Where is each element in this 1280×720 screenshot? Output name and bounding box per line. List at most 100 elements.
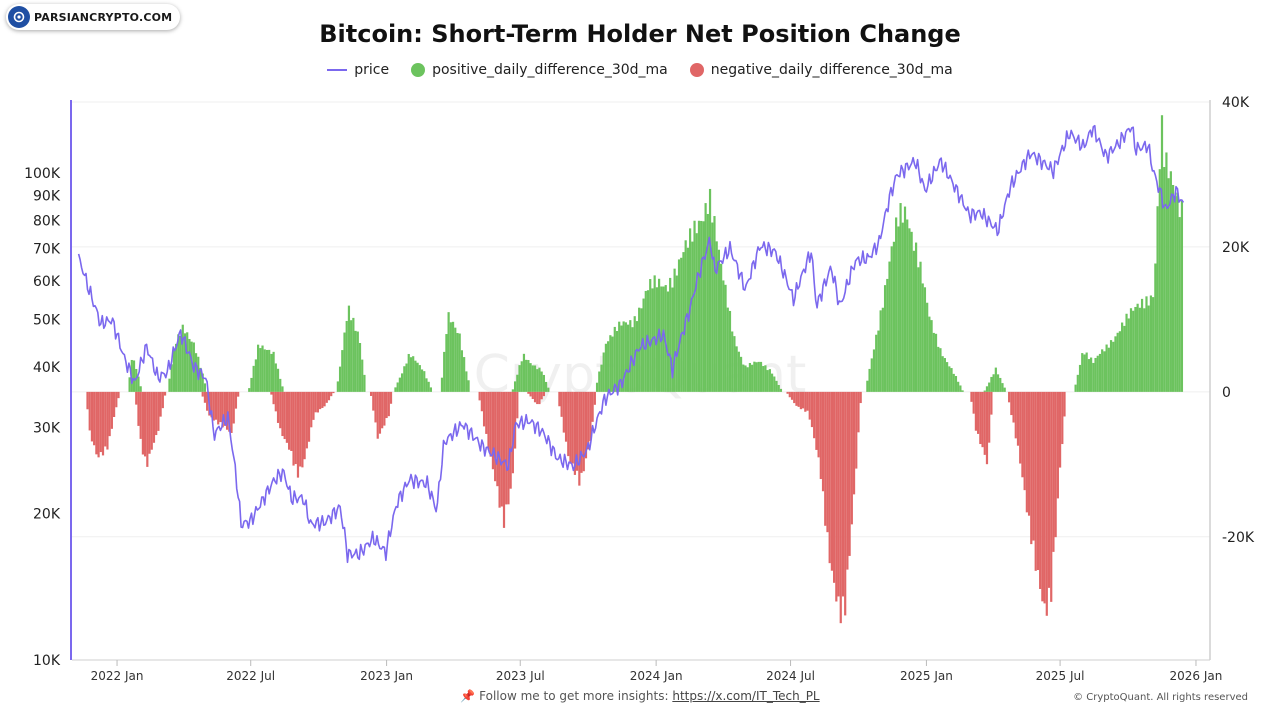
negative-bar xyxy=(850,391,853,525)
negative-bar xyxy=(223,391,226,426)
negative-bar xyxy=(793,391,796,404)
negative-bar xyxy=(482,391,486,427)
positive-bar xyxy=(908,228,911,392)
positive-bar xyxy=(649,279,652,392)
positive-bar xyxy=(870,358,873,392)
positive-bar xyxy=(1132,310,1135,392)
positive-bar xyxy=(1143,308,1146,392)
positive-bar xyxy=(618,321,621,392)
legend-item-price[interactable]: price xyxy=(327,62,389,78)
positive-bar xyxy=(172,349,176,392)
positive-bar xyxy=(903,206,907,392)
negative-bar xyxy=(480,391,483,412)
negative-bar xyxy=(516,391,519,419)
negative-bar xyxy=(285,391,288,443)
positive-bar xyxy=(770,373,774,392)
positive-bar xyxy=(1094,357,1097,392)
negative-bar xyxy=(848,391,851,556)
negative-bar xyxy=(985,391,989,465)
negative-bar xyxy=(321,391,324,408)
legend-label-negative: negative_daily_difference_30d_ma xyxy=(710,62,953,78)
positive-bar xyxy=(520,361,523,392)
negative-bar xyxy=(1041,391,1044,602)
positive-bar xyxy=(917,267,920,392)
negative-bar xyxy=(290,391,293,451)
positive-bar xyxy=(777,384,780,392)
x-tick-label: 2024 Jul xyxy=(766,669,815,683)
negative-bar xyxy=(88,391,91,431)
negative-bar xyxy=(332,391,335,394)
positive-bar xyxy=(354,330,357,392)
negative-bar xyxy=(491,391,495,470)
negative-bar xyxy=(330,391,333,397)
negative-bar xyxy=(146,391,149,467)
y-left-tick-label: 90K xyxy=(33,188,61,204)
negative-bar xyxy=(974,391,978,431)
negative-bar xyxy=(296,391,300,478)
positive-bar xyxy=(919,261,922,392)
positive-bar xyxy=(1152,297,1155,392)
positive-bar xyxy=(168,378,171,392)
positive-bar xyxy=(728,310,732,392)
positive-bar xyxy=(128,377,131,392)
positive-bar xyxy=(711,222,714,392)
negative-bar xyxy=(369,391,373,396)
site-logo[interactable]: PARSIANCRYPTO.COM xyxy=(6,4,181,30)
positive-bar xyxy=(1154,263,1157,392)
negative-bar xyxy=(281,391,284,437)
negative-bar xyxy=(1019,391,1022,464)
positive-bar xyxy=(449,322,452,392)
negative-bar xyxy=(571,391,574,464)
legend-item-positive[interactable]: positive_daily_difference_30d_ma xyxy=(411,62,668,78)
positive-bar xyxy=(363,374,366,392)
positive-bar xyxy=(347,305,351,392)
positive-bar xyxy=(1149,295,1153,392)
positive-bar xyxy=(272,351,275,392)
y-left-tick-label: 50K xyxy=(33,313,61,329)
positive-bar xyxy=(139,386,142,392)
positive-bar xyxy=(607,341,610,392)
negative-bar xyxy=(1056,391,1059,499)
y-right-tick-label: -20K xyxy=(1222,530,1255,546)
negative-bar xyxy=(580,391,583,473)
positive-bar xyxy=(1160,115,1164,392)
legend-item-negative[interactable]: negative_daily_difference_30d_ma xyxy=(689,62,953,78)
y-left-tick-label: 30K xyxy=(33,421,61,437)
negative-bar xyxy=(106,391,109,450)
negative-bar xyxy=(855,391,858,469)
positive-bar xyxy=(680,257,683,392)
positive-bar xyxy=(511,389,514,392)
positive-bar xyxy=(429,387,433,392)
negative-bar xyxy=(844,391,847,616)
positive-bar xyxy=(737,351,740,392)
positive-bar xyxy=(1087,359,1090,392)
positive-bar xyxy=(407,353,410,392)
positive-bar xyxy=(764,365,767,392)
negative-bar xyxy=(494,391,497,482)
positive-bar xyxy=(440,377,444,392)
negative-bar xyxy=(1027,391,1031,516)
legend-dot-icon xyxy=(411,63,426,77)
negative-bar xyxy=(478,391,481,401)
positive-bar xyxy=(190,341,193,392)
positive-bar xyxy=(706,213,709,392)
positive-bar xyxy=(529,363,532,392)
negative-bar xyxy=(498,391,501,508)
positive-bar xyxy=(396,382,399,392)
positive-bar xyxy=(697,220,701,392)
positive-bar xyxy=(525,359,528,392)
negative-bar xyxy=(1030,391,1033,545)
positive-bar xyxy=(1167,178,1170,392)
negative-bar xyxy=(790,391,794,400)
positive-bar xyxy=(897,226,900,392)
footer-link[interactable]: https://x.com/IT_Tech_PL xyxy=(672,689,820,703)
negative-bar xyxy=(837,391,840,597)
positive-bar xyxy=(626,324,630,392)
positive-bar xyxy=(985,386,989,392)
positive-bar xyxy=(1147,305,1150,392)
positive-bar xyxy=(895,217,898,392)
positive-bar xyxy=(1098,353,1102,392)
positive-bar xyxy=(644,290,647,392)
y-left-tick-label: 70K xyxy=(33,242,61,258)
positive-bar xyxy=(341,350,344,392)
